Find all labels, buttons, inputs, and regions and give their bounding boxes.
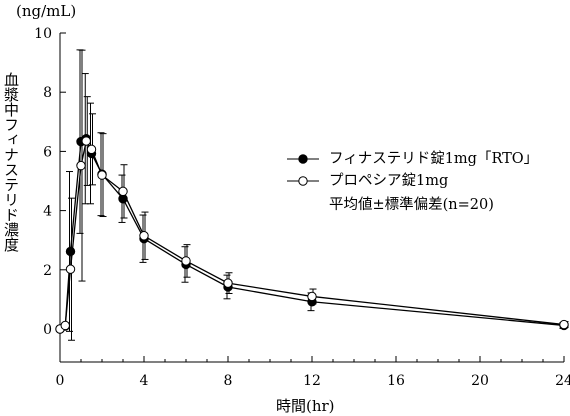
x-tick-label: 24: [555, 373, 570, 389]
y-unit-label: (ng/mL): [16, 2, 77, 20]
legend: フィナステリド錠1mg「RTO」 プロペシア錠1mg 平均値±標準偏差(n=20…: [285, 149, 567, 213]
data-point: [97, 170, 107, 180]
y-tick-label: 0: [43, 322, 52, 338]
data-point: [81, 136, 91, 146]
data-point: [65, 264, 76, 274]
x-tick-label: 8: [224, 373, 233, 389]
x-tick-label: 0: [56, 373, 65, 389]
x-tick-label: 12: [303, 373, 321, 389]
legend-label-propecia: プロペシア錠1mg: [329, 173, 449, 189]
y-tick-label: 6: [43, 144, 52, 160]
y-tick-label: 2: [43, 263, 52, 279]
data-point: [559, 319, 569, 330]
filled-circle-marker-icon: [287, 154, 319, 164]
x-tick-label: 4: [140, 373, 149, 389]
data-point: [86, 144, 97, 155]
data-point: [60, 320, 70, 331]
legend-item-rto: フィナステリド錠1mg「RTO」: [285, 149, 567, 171]
data-point: [76, 160, 86, 171]
legend-label-rto: フィナステリド錠1mg「RTO」: [329, 151, 539, 167]
legend-item-propecia: プロペシア錠1mg: [285, 171, 567, 193]
x-tick-label: 16: [387, 373, 405, 389]
data-point: [118, 186, 128, 197]
x-axis-label: 時間(hr): [276, 397, 335, 415]
data-point: [181, 256, 191, 266]
data-point: [307, 291, 317, 302]
data-point: [65, 246, 76, 257]
legend-note: 平均値±標準偏差(n=20): [329, 197, 494, 213]
y-tick-label: 8: [43, 85, 52, 101]
series-propecia: [55, 49, 569, 341]
open-circle-marker-icon: [287, 176, 319, 186]
x-tick-label: 20: [471, 373, 489, 389]
y-axis-label: 血漿中フィナステリド濃度: [2, 72, 20, 252]
data-point: [139, 231, 149, 241]
y-tick-label: 4: [43, 204, 52, 220]
data-point: [223, 278, 233, 288]
y-tick-label: 10: [34, 26, 52, 42]
